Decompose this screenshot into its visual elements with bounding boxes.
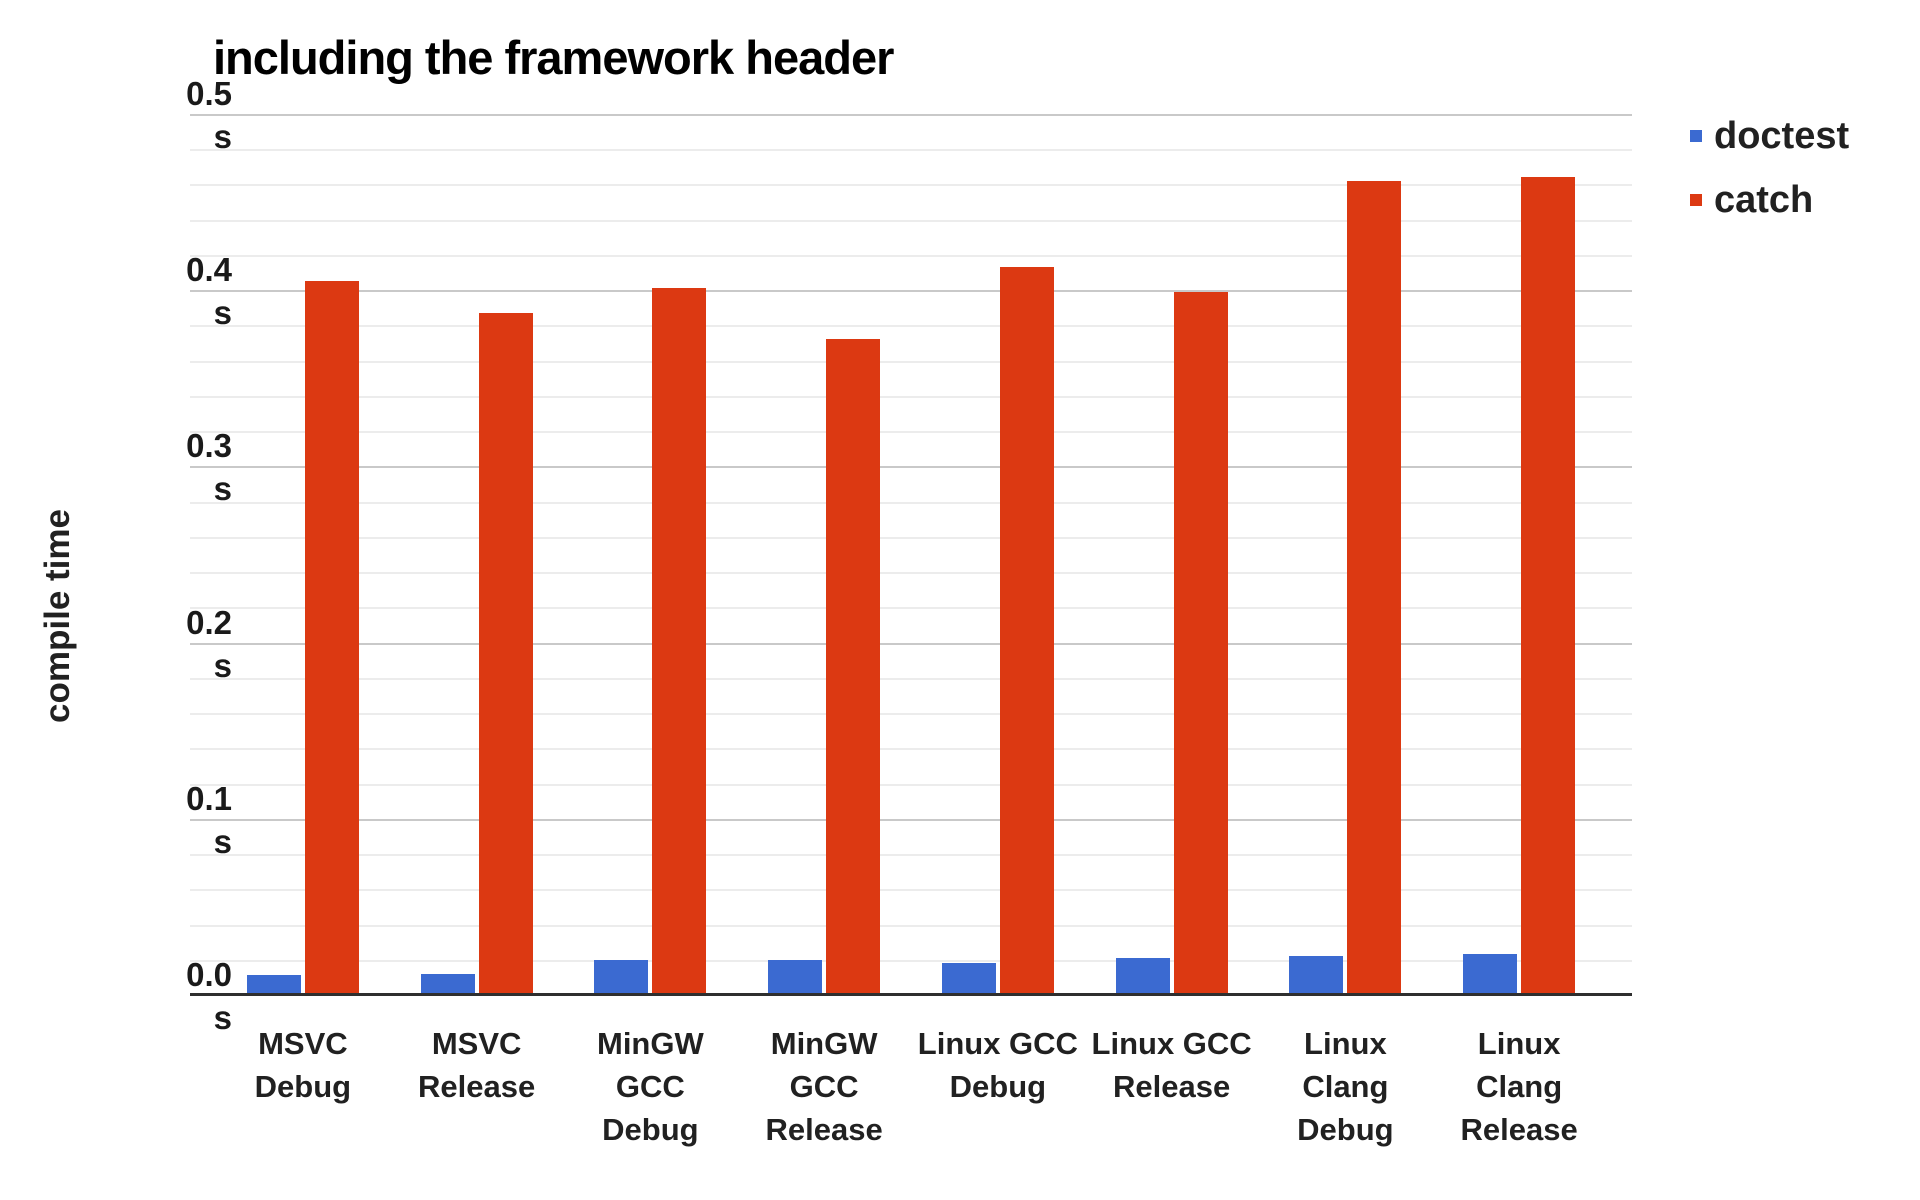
- doctest-swatch-icon: [1690, 130, 1702, 142]
- minor-gridline: [190, 748, 1632, 751]
- bar-catch: [478, 312, 533, 993]
- legend-item-doctest: doctest: [1690, 112, 1849, 160]
- bar-doctest: [768, 959, 823, 993]
- minor-gridline: [190, 184, 1632, 187]
- plot-area: [190, 114, 1632, 996]
- minor-gridline: [190, 677, 1632, 680]
- x-tick-label: Linux GCC Release: [1091, 1026, 1252, 1104]
- minor-gridline: [190, 254, 1632, 257]
- bar-catch: [999, 267, 1054, 993]
- bar-doctest: [941, 963, 996, 993]
- bar-doctest: [420, 973, 475, 993]
- bar-doctest: [1463, 954, 1518, 993]
- bar-catch: [304, 281, 359, 993]
- major-gridline: [190, 466, 1632, 469]
- minor-gridline: [190, 783, 1632, 786]
- bar-catch: [1347, 180, 1402, 993]
- minor-gridline: [190, 501, 1632, 504]
- chart-title: including the framework header: [213, 31, 894, 84]
- minor-gridline: [190, 431, 1632, 434]
- minor-gridline: [190, 572, 1632, 575]
- bar-catch: [652, 288, 707, 993]
- y-axis-title: compile time: [38, 509, 77, 723]
- y-tick-label: 0.1 s: [186, 779, 232, 860]
- x-tick-label: Linux Clang Release: [1460, 1026, 1578, 1147]
- major-gridline: [190, 290, 1632, 293]
- minor-gridline: [190, 219, 1632, 222]
- legend-item-catch: catch: [1690, 176, 1849, 224]
- minor-gridline: [190, 149, 1632, 152]
- x-tick-label: Linux GCC Debug: [917, 1026, 1078, 1104]
- minor-gridline: [190, 536, 1632, 539]
- minor-gridline: [190, 360, 1632, 363]
- minor-gridline: [190, 713, 1632, 716]
- bar-doctest: [1289, 956, 1344, 993]
- y-tick-label: 0.0 s: [186, 956, 232, 1036]
- bars-row: [216, 115, 1606, 993]
- x-tick-label: MinGW GCC Release: [765, 1026, 883, 1147]
- major-gridline: [190, 114, 1632, 116]
- legend-label-catch: catch: [1714, 178, 1814, 221]
- bar-group: [737, 115, 911, 993]
- catch-swatch-icon: [1690, 194, 1702, 206]
- bar-catch: [1521, 177, 1576, 993]
- x-axis-labels: MSVC Debug MSVC Release MinGW GCC Debug MinGW …: [216, 1022, 1606, 1151]
- bar-catch: [826, 339, 881, 993]
- minor-gridline: [190, 959, 1632, 962]
- minor-gridline: [190, 325, 1632, 328]
- legend-label-doctest: doctest: [1714, 114, 1850, 157]
- y-tick-label: 0.3 s: [186, 427, 232, 508]
- major-gridline: [190, 642, 1632, 645]
- major-gridline: [190, 818, 1632, 821]
- y-tick-label: 0.4 s: [186, 251, 232, 332]
- bar-group: [911, 115, 1085, 993]
- bar-group: [1085, 115, 1259, 993]
- legend: doctest catch: [1690, 112, 1849, 240]
- bar-group: [1259, 115, 1433, 993]
- bar-catch: [1173, 291, 1228, 993]
- x-tick-label: MSVC Release: [418, 1026, 536, 1104]
- bar-doctest: [246, 975, 301, 993]
- x-tick-label: MinGW GCC Debug: [597, 1026, 704, 1147]
- bar-group: [390, 115, 564, 993]
- minor-gridline: [190, 854, 1632, 857]
- y-tick-label: 0.2 s: [186, 603, 232, 684]
- minor-gridline: [190, 924, 1632, 927]
- bar-group: [564, 115, 738, 993]
- minor-gridline: [190, 395, 1632, 398]
- minor-gridline: [190, 889, 1632, 892]
- bar-doctest: [594, 959, 649, 993]
- x-tick-label: Linux Clang Debug: [1297, 1026, 1394, 1147]
- bar-doctest: [1115, 957, 1170, 993]
- bar-group: [1432, 115, 1606, 993]
- bar-group: [216, 115, 390, 993]
- x-tick-label: MSVC Debug: [254, 1026, 352, 1104]
- minor-gridline: [190, 607, 1632, 610]
- y-tick-label: 0.5 s: [186, 75, 232, 155]
